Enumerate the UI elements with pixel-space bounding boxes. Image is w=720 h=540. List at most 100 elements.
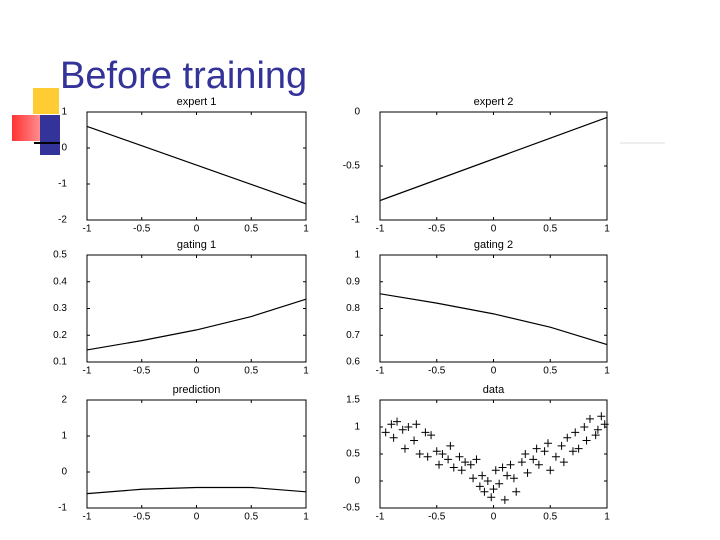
y-tick-label: 0.2 xyxy=(53,330,67,341)
data-point xyxy=(398,425,407,434)
data-point xyxy=(593,425,602,434)
data-point xyxy=(591,431,600,440)
data-point xyxy=(466,460,475,469)
data-point xyxy=(483,477,492,485)
plot-title: gating 1 xyxy=(177,239,216,251)
x-tick-label: -1 xyxy=(376,224,385,235)
data-point xyxy=(423,452,432,461)
y-tick-label: 1 xyxy=(61,431,67,442)
plot-title: expert 2 xyxy=(474,96,514,108)
x-tick-label: 0.5 xyxy=(244,512,258,523)
axes-frame xyxy=(379,254,608,363)
x-tick-label: 0 xyxy=(194,366,200,377)
x-tick-label: -1 xyxy=(376,512,385,523)
line xyxy=(86,125,307,205)
y-tick-label: 0.5 xyxy=(346,449,360,460)
data-point xyxy=(389,433,398,442)
y-tick-label: 0.7 xyxy=(346,330,360,341)
x-tick-label: -0.5 xyxy=(133,366,151,377)
data-point xyxy=(381,428,390,437)
y-tick-label: 0.6 xyxy=(346,357,360,368)
data-point xyxy=(580,423,589,431)
x-tick-label: -1 xyxy=(83,366,92,377)
line xyxy=(86,486,307,495)
data-point xyxy=(597,412,606,421)
x-tick-label: -1 xyxy=(83,224,92,235)
x-tick-label: 0 xyxy=(194,224,200,235)
data-point xyxy=(532,444,541,453)
y-tick-label: 1.5 xyxy=(346,395,360,406)
x-tick-label: 0.5 xyxy=(244,366,258,377)
x-tick-label: 1 xyxy=(303,512,309,523)
data-point xyxy=(574,444,583,453)
data-point xyxy=(509,474,518,483)
line xyxy=(86,298,307,351)
data-point xyxy=(498,463,507,472)
deco-square xyxy=(33,88,59,114)
plot-title: prediction xyxy=(173,384,221,396)
data-point xyxy=(585,414,594,423)
x-tick-label: -1 xyxy=(376,366,385,377)
data-point xyxy=(521,450,530,458)
data-point xyxy=(495,479,504,488)
data-point xyxy=(529,455,538,464)
data-point xyxy=(412,420,421,429)
y-tick-label: 0 xyxy=(61,143,67,154)
data-point xyxy=(449,463,458,472)
data-point xyxy=(487,493,496,502)
y-tick-label: 2 xyxy=(61,395,67,406)
data-point xyxy=(534,460,543,469)
axes-frame xyxy=(86,111,307,221)
data-point xyxy=(512,487,521,496)
data-point xyxy=(557,441,566,450)
data-point xyxy=(582,436,591,445)
y-tick-label: 0 xyxy=(354,107,360,118)
x-tick-label: 0 xyxy=(194,512,200,523)
data-point xyxy=(551,452,560,461)
data-point xyxy=(410,436,419,445)
line xyxy=(379,293,608,346)
x-tick-label: -0.5 xyxy=(133,224,151,235)
y-tick-label: 0.8 xyxy=(346,303,360,314)
data-point xyxy=(559,458,568,467)
x-tick-label: 0.5 xyxy=(543,224,557,235)
deco-square xyxy=(40,115,60,155)
data-point xyxy=(480,487,489,496)
y-tick-label: 0.9 xyxy=(346,276,360,287)
x-tick-label: -0.5 xyxy=(133,512,151,523)
y-tick-label: 0.4 xyxy=(53,276,67,287)
y-tick-label: -0.5 xyxy=(343,503,361,514)
data-point xyxy=(523,468,532,477)
x-tick-label: -0.5 xyxy=(428,512,446,523)
data-point xyxy=(500,495,509,504)
plot-title: expert 1 xyxy=(177,96,217,108)
data-point xyxy=(421,428,430,437)
data-point xyxy=(478,471,487,480)
data-point xyxy=(393,417,402,426)
data-point xyxy=(415,450,424,458)
data-point xyxy=(387,420,396,429)
data-point xyxy=(446,441,455,450)
data-point xyxy=(571,428,580,437)
data-point xyxy=(400,444,409,453)
data-point xyxy=(438,450,447,458)
data-point xyxy=(568,447,577,456)
y-tick-label: -1 xyxy=(351,215,360,226)
data-point xyxy=(469,474,478,483)
data-point xyxy=(503,471,512,480)
y-tick-label: -1 xyxy=(58,179,67,190)
x-tick-label: 0.5 xyxy=(543,512,557,523)
y-tick-label: -2 xyxy=(58,215,67,226)
y-tick-label: 1 xyxy=(61,107,67,118)
axes-frame xyxy=(86,254,307,363)
data-point xyxy=(506,460,515,469)
x-tick-label: -0.5 xyxy=(428,366,446,377)
data-point xyxy=(432,447,441,456)
y-tick-label: 0.3 xyxy=(53,303,67,314)
x-tick-label: 1 xyxy=(303,366,309,377)
data-point xyxy=(457,466,466,475)
y-tick-label: 1 xyxy=(354,250,360,261)
x-tick-label: 0 xyxy=(491,512,497,523)
y-tick-label: 0 xyxy=(61,467,67,478)
